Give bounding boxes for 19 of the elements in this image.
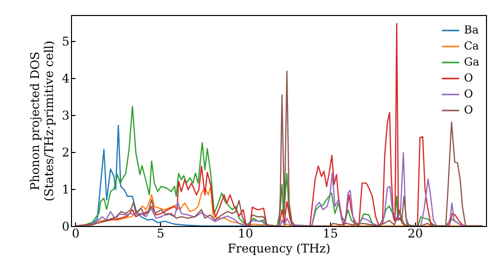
x-tick-label: 10 [238, 226, 254, 240]
x-axis-title: Frequency (THz) [228, 242, 330, 256]
legend-label: Ca [464, 40, 480, 52]
y-tick-label: 4 [62, 71, 70, 86]
y-axis-title: Phonon projected DOS (States/THz·primitive cell) [28, 40, 56, 202]
legend-label: Ba [464, 24, 480, 36]
legend-label: O [464, 104, 474, 116]
y-tick-label: 5 [62, 34, 70, 48]
x-tick-label: 0 [72, 226, 80, 240]
x-tick-label: 15 [322, 226, 338, 240]
legend-label: O [464, 72, 474, 84]
y-tick-label: 3 [62, 108, 70, 122]
legend-label: Ga [464, 56, 480, 68]
line-series [74, 70, 484, 226]
x-tick-label: 20 [408, 226, 423, 240]
legend-label: O [464, 88, 474, 100]
y-tick-label: 1 [62, 182, 70, 196]
y-tick-label: 2 [62, 145, 70, 160]
x-tick-label: 5 [156, 226, 164, 240]
